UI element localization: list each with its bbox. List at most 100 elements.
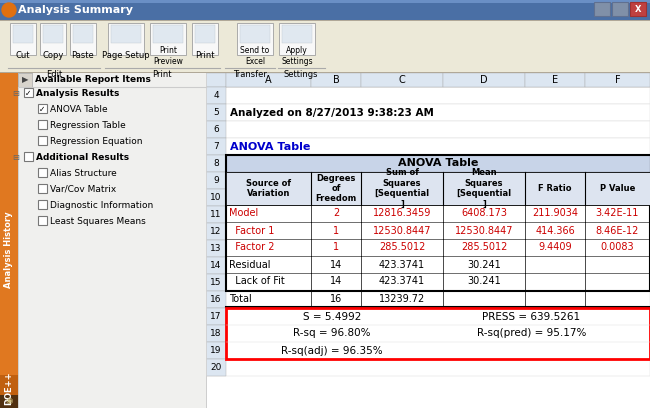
Text: 2: 2: [333, 208, 339, 219]
Bar: [38, 104, 47, 113]
Text: 8.46E-12: 8.46E-12: [596, 226, 639, 235]
Bar: [70, 23, 96, 55]
Text: Print: Print: [195, 51, 215, 60]
Bar: [38, 168, 47, 177]
Text: 18: 18: [210, 329, 222, 338]
Text: 12: 12: [211, 227, 222, 236]
Bar: [206, 274, 226, 291]
Text: 5: 5: [213, 108, 219, 117]
Bar: [630, 2, 646, 16]
Text: Lack of Fit: Lack of Fit: [229, 277, 285, 286]
Bar: [38, 136, 47, 145]
Bar: [206, 240, 650, 257]
Text: Send to
Excel: Send to Excel: [240, 46, 270, 66]
Text: 285.5012: 285.5012: [379, 242, 425, 253]
Text: ✓: ✓: [25, 89, 32, 98]
Bar: [206, 121, 650, 138]
Text: 14: 14: [211, 261, 222, 270]
Text: Available Report Items: Available Report Items: [35, 75, 151, 84]
Bar: [40, 23, 66, 55]
Text: Model: Model: [229, 208, 258, 219]
Bar: [206, 325, 650, 342]
Text: 6: 6: [213, 125, 219, 134]
Bar: [226, 155, 650, 172]
Bar: [195, 25, 215, 43]
Text: 14: 14: [330, 259, 342, 270]
Text: Factor 2: Factor 2: [229, 242, 274, 253]
Bar: [206, 73, 650, 87]
Text: Settings: Settings: [284, 70, 318, 79]
Text: 12530.8447: 12530.8447: [455, 226, 514, 235]
Bar: [206, 73, 226, 87]
Bar: [73, 25, 93, 43]
Bar: [206, 138, 650, 155]
Text: Source of
Variation: Source of Variation: [246, 179, 291, 198]
Bar: [206, 138, 226, 155]
Bar: [206, 223, 650, 240]
Bar: [206, 172, 226, 189]
Text: 8: 8: [213, 159, 219, 168]
Text: 30.241: 30.241: [467, 277, 501, 286]
Text: B: B: [333, 75, 339, 85]
Text: 9: 9: [213, 176, 219, 185]
Bar: [226, 155, 650, 291]
Text: R-sq(adj) = 96.35%: R-sq(adj) = 96.35%: [281, 346, 383, 355]
Bar: [0, 73, 18, 408]
Bar: [38, 216, 47, 225]
Bar: [206, 291, 226, 308]
Bar: [111, 25, 141, 43]
Text: 17: 17: [210, 312, 222, 321]
Text: 4: 4: [213, 91, 219, 100]
Text: 19: 19: [210, 346, 222, 355]
Bar: [206, 257, 650, 274]
Bar: [0, 395, 18, 408]
Bar: [18, 73, 32, 87]
Text: ANOVA Table: ANOVA Table: [230, 142, 311, 151]
Text: Residual: Residual: [229, 259, 270, 270]
Text: 13: 13: [210, 244, 222, 253]
Text: Edit: Edit: [46, 70, 62, 79]
Text: 211.9034: 211.9034: [532, 208, 578, 219]
Bar: [206, 155, 650, 172]
Bar: [206, 359, 226, 376]
Text: ▶: ▶: [21, 75, 28, 84]
Bar: [206, 73, 650, 408]
Bar: [226, 308, 650, 359]
Text: ◉: ◉: [5, 397, 12, 406]
Text: 13239.72: 13239.72: [379, 293, 425, 304]
Text: R-sq(pred) = 95.17%: R-sq(pred) = 95.17%: [476, 328, 586, 339]
Bar: [24, 152, 33, 161]
Text: 285.5012: 285.5012: [461, 242, 507, 253]
Text: Analysis History: Analysis History: [5, 212, 14, 288]
Text: Analyzed on 8/27/2013 9:38:23 AM: Analyzed on 8/27/2013 9:38:23 AM: [230, 107, 434, 118]
Text: 3.42E-11: 3.42E-11: [596, 208, 639, 219]
Bar: [206, 342, 226, 359]
Bar: [279, 23, 315, 55]
Bar: [10, 23, 36, 55]
Bar: [206, 206, 226, 223]
Text: 15: 15: [210, 278, 222, 287]
Bar: [206, 189, 650, 206]
Bar: [240, 25, 270, 43]
Bar: [108, 23, 144, 55]
Bar: [206, 257, 226, 274]
Bar: [206, 274, 650, 291]
Bar: [206, 240, 226, 257]
Text: PRESS = 639.5261: PRESS = 639.5261: [482, 311, 580, 322]
Bar: [206, 155, 226, 172]
Text: Analysis Summary: Analysis Summary: [18, 5, 133, 15]
Text: Regression Table: Regression Table: [50, 120, 125, 129]
Bar: [282, 25, 312, 43]
Bar: [226, 172, 650, 205]
Bar: [206, 104, 226, 121]
Text: Total: Total: [229, 293, 252, 304]
Text: Factor 1: Factor 1: [229, 226, 274, 235]
Bar: [206, 308, 226, 325]
Text: 30.241: 30.241: [467, 259, 501, 270]
Bar: [361, 73, 443, 87]
Text: Alias Structure: Alias Structure: [50, 169, 117, 177]
Text: ⊟: ⊟: [12, 153, 20, 162]
Bar: [150, 23, 186, 55]
Text: D: D: [480, 75, 488, 85]
Bar: [206, 87, 650, 104]
